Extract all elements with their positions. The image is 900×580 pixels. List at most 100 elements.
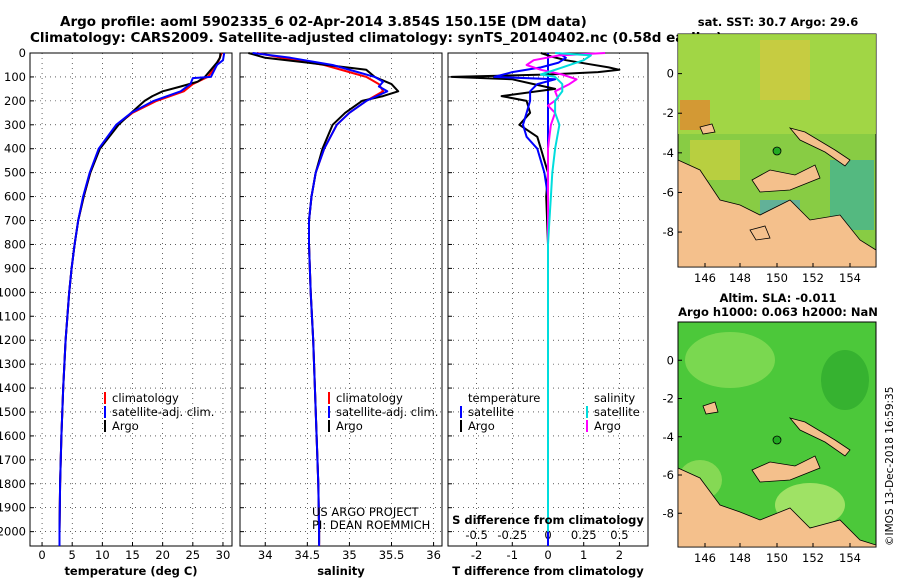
map-lat-tick-label: -8 [663, 506, 674, 520]
salinity-difference-satellite-line [539, 52, 592, 532]
depth-tick-label: 1700 [0, 453, 26, 467]
map-lon-tick-label: 152 [802, 271, 824, 285]
legend-argo: Argo [336, 419, 363, 433]
legend-temperature-title: temperature [468, 391, 540, 405]
footer-timestamp: ©IMOS 13-Dec-2018 16:59:35 [884, 387, 896, 546]
depth-tick-label: 1500 [0, 405, 26, 419]
salinity-tick-label: 36 [426, 548, 441, 562]
temperature-tick-label: 15 [125, 548, 140, 562]
salinity-difference-tick-label: -0.5 [465, 528, 487, 542]
map-lat-tick-label: -6 [663, 185, 674, 199]
salinity-difference-tick-label: 0.25 [571, 528, 597, 542]
map-lon-tick-label: 154 [839, 271, 861, 285]
salinity-xlabel: salinity [317, 564, 365, 578]
legend-sal-satellite: satellite [594, 405, 640, 419]
depth-tick-label: 400 [4, 142, 26, 156]
temperature-tick-label: 25 [185, 548, 200, 562]
temperature-difference-tick-label: 0 [544, 548, 551, 562]
salinity-difference-tick-label: 0.5 [610, 528, 628, 542]
map-axes: 146 148 150 152 154 0 -2 -4 -6 -8 146 148 150 152 154 0… [663, 67, 861, 565]
legend-satellite: satellite-adj. clim. [336, 405, 438, 419]
legend-sal-argo: Argo [594, 419, 621, 433]
temperature-tick-label: 20 [155, 548, 170, 562]
map-lon-tick-label: 150 [766, 551, 788, 565]
credit-project: US ARGO PROJECT [312, 505, 420, 519]
legend-temp-satellite: satellite [468, 405, 514, 419]
depth-tick-label: 300 [4, 118, 26, 132]
salinity-tick-label: 35 [342, 548, 357, 562]
map-lon-tick-label: 154 [839, 551, 861, 565]
depth-tick-label: 100 [4, 70, 26, 84]
map-lat-tick-label: 0 [667, 353, 674, 367]
x-axes: 0 5 10 15 20 25 30 34 34.5 35 35.5 36 -2 -1 0 1 2 -0.5 -0.… [38, 528, 628, 562]
legend-salinity-title: salinity [594, 391, 635, 405]
salinity-panel [239, 52, 443, 547]
map-lon-tick-label: 148 [729, 271, 751, 285]
temperature-satellite-line [58, 52, 226, 546]
depth-tick-label: 800 [4, 237, 26, 251]
depth-tick-label: 1000 [0, 285, 26, 299]
temperature-difference-argo-line [450, 52, 621, 532]
map-lon-tick-label: 146 [694, 551, 716, 565]
salinity-tick-label: 34.5 [295, 548, 321, 562]
map-lon-tick-label: 152 [802, 551, 824, 565]
temperature-tick-label: 10 [95, 548, 110, 562]
salinity-satellite-line [252, 52, 389, 546]
depth-tick-label: 1300 [0, 357, 26, 371]
legend-climatology: climatology [336, 391, 403, 405]
temperature-tick-label: 30 [216, 548, 231, 562]
temperature-difference-tick-label: 2 [616, 548, 623, 562]
argo-location-marker [772, 435, 782, 445]
depth-tick-label: 600 [4, 190, 26, 204]
salinity-legend: climatology satellite-adj. clim. Argo US… [312, 391, 438, 532]
depth-tick-label: 500 [4, 166, 26, 180]
temperature-tick-label: 0 [38, 548, 45, 562]
legend-temp-argo: Argo [468, 419, 495, 433]
temperature-legend: climatology satellite-adj. clim. Argo [104, 391, 214, 433]
map-lat-tick-label: -4 [663, 146, 674, 160]
map-lat-tick-label: 0 [667, 67, 674, 81]
temperature-tick-label: 5 [69, 548, 76, 562]
map-lon-tick-label: 146 [694, 271, 716, 285]
depth-axis: 0 100 200 300 400 500 600 700 800 900 1000 1100 1200… [0, 46, 452, 539]
salinity-difference-argo-line [525, 52, 606, 532]
temperature-xlabel: temperature (deg C) [64, 564, 197, 578]
profile-curves [58, 52, 621, 546]
depth-tick-label: 200 [4, 94, 26, 108]
salinity-tick-label: 35.5 [379, 548, 405, 562]
map-lon-tick-label: 148 [729, 551, 751, 565]
map-lat-tick-label: -6 [663, 468, 674, 482]
salinity-tick-label: 34 [258, 548, 273, 562]
depth-tick-label: 1900 [0, 501, 26, 515]
sla-title-2: Argo h1000: 0.063 h2000: NaN [678, 305, 878, 319]
depth-tick-label: 1200 [0, 333, 26, 347]
map-lat-tick-label: -2 [663, 392, 674, 406]
map-lon-tick-label: 150 [766, 271, 788, 285]
difference-xlabel: T difference from climatology [452, 564, 644, 578]
legend-climatology: climatology [112, 391, 179, 405]
legend-satellite: satellite-adj. clim. [112, 405, 214, 419]
map-lat-tick-label: -4 [663, 430, 674, 444]
difference-top-label: S difference from climatology [452, 513, 644, 527]
sst-title: sat. SST: 30.7 Argo: 29.6 [698, 15, 858, 29]
depth-tick-label: 1400 [0, 381, 26, 395]
depth-tick-label: 2000 [0, 525, 26, 539]
temperature-difference-tick-label: -1 [507, 548, 518, 562]
salinity-difference-tick-label: -0.25 [497, 528, 527, 542]
sla-map [677, 321, 877, 548]
depth-tick-label: 1800 [0, 477, 26, 491]
depth-tick-label: 900 [4, 261, 26, 275]
sst-map [677, 33, 877, 268]
legend-argo: Argo [112, 419, 139, 433]
map-lat-tick-label: -8 [663, 225, 674, 239]
title-line-1: Argo profile: aoml 5902335_6 02-Apr-2014… [60, 14, 587, 30]
temperature-panel [29, 52, 233, 547]
sla-title-1: Altim. SLA: -0.011 [719, 291, 836, 305]
difference-legend: temperature satellite Argo salinity sate… [460, 391, 640, 433]
depth-tick-label: 1100 [0, 309, 26, 323]
depth-tick-label: 1600 [0, 429, 26, 443]
depth-tick-label: 0 [19, 46, 26, 60]
map-lat-tick-label: -2 [663, 106, 674, 120]
argo-location-marker [772, 146, 782, 156]
